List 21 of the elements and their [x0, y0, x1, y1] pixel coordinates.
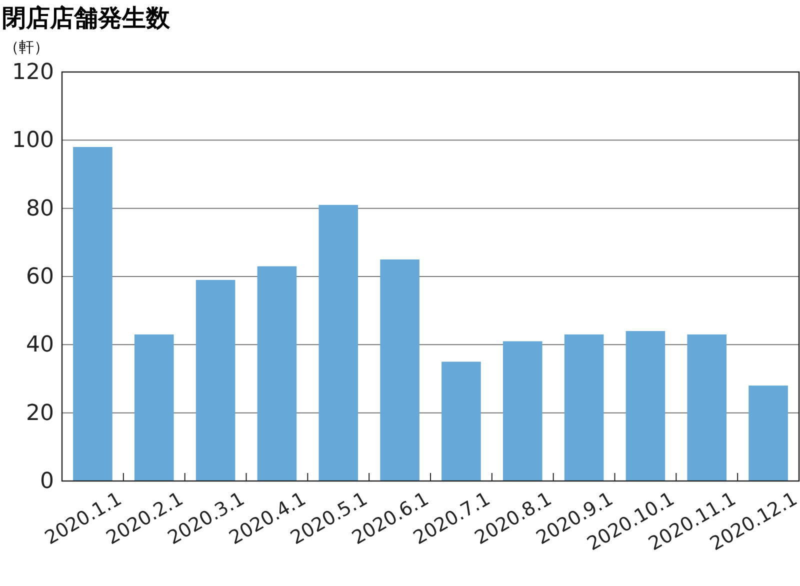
- bar: [134, 334, 174, 481]
- bar: [318, 204, 358, 481]
- y-tick-label: 0: [40, 469, 54, 494]
- bar: [257, 266, 297, 481]
- bar: [502, 341, 542, 481]
- y-tick-label: 20: [26, 400, 54, 426]
- y-tick-label: 80: [26, 196, 54, 222]
- y-tick-label: 40: [26, 332, 54, 358]
- bar: [687, 334, 727, 481]
- bar: [196, 280, 236, 481]
- bar: [380, 259, 420, 481]
- y-axis-title: （軒）: [4, 38, 49, 56]
- bar: [748, 386, 788, 481]
- chart-title: 閉店店舗発生数: [2, 4, 171, 32]
- y-tick-label: 60: [26, 264, 54, 290]
- bar: [442, 362, 481, 481]
- bar: [626, 331, 666, 481]
- y-tick-label: 120: [12, 60, 54, 86]
- bar: [564, 334, 604, 481]
- bar: [73, 146, 112, 481]
- y-tick-label: 100: [12, 128, 54, 154]
